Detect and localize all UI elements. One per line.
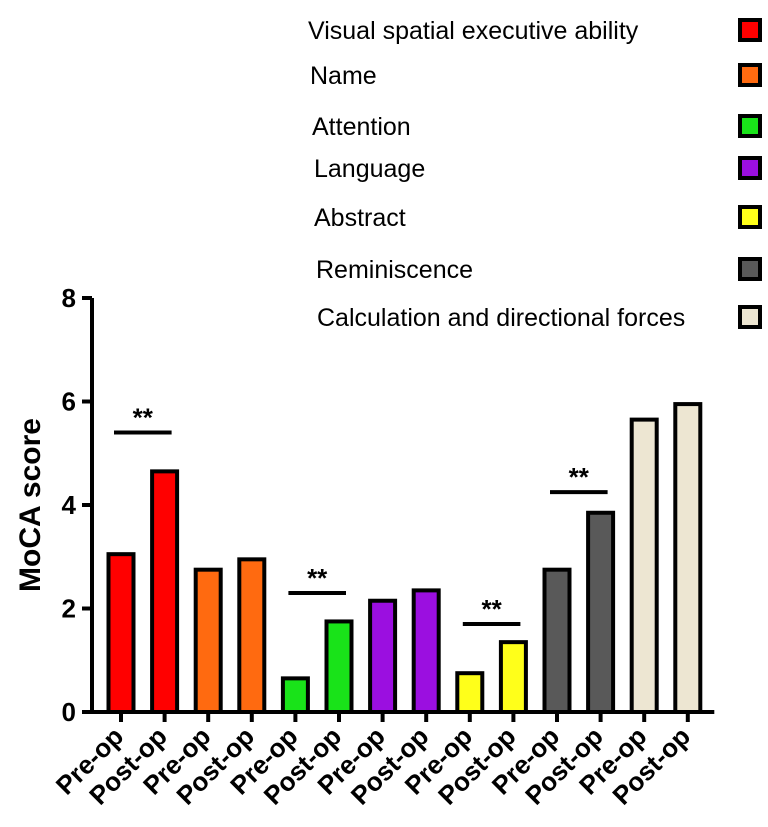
y-axis-label: MoCA score — [14, 418, 47, 592]
bar-8 — [455, 671, 485, 714]
legend-label: Name — [310, 62, 377, 90]
legend-item: Calculation and directional forces — [317, 304, 762, 332]
legend-label: Visual spatial executive ability — [308, 17, 639, 45]
legend-swatch — [738, 114, 762, 138]
legend-label: Abstract — [314, 204, 406, 232]
legend-item: Name — [310, 62, 762, 90]
y-tick-label: 6 — [62, 387, 76, 417]
legend: Visual spatial executive ability Name Atte… — [308, 17, 762, 332]
bar-1 — [150, 469, 180, 714]
bar-9 — [498, 640, 528, 715]
y-tick-label: 4 — [62, 490, 77, 520]
bar-4 — [280, 676, 310, 714]
bar-0 — [106, 552, 136, 714]
bar-7 — [411, 588, 441, 715]
legend-item: Abstract — [314, 204, 762, 232]
y-tick-label: 8 — [62, 283, 76, 313]
y-tick-label: 0 — [62, 697, 76, 727]
x-axis: Pre-opPost-opPre-opPost-opPre-opPost-opP… — [50, 710, 715, 811]
legend-label: Calculation and directional forces — [317, 304, 685, 332]
legend-item: Language — [314, 155, 762, 183]
legend-label: Reminiscence — [316, 256, 473, 284]
bar-12 — [629, 417, 659, 714]
significance-label: ** — [569, 462, 590, 492]
y-axis: 0 2 4 6 8 — [62, 283, 94, 727]
bar-5 — [324, 619, 354, 714]
bar-13 — [673, 402, 703, 714]
legend-swatch — [738, 205, 762, 229]
significance-markers: ** ** ** ** — [114, 403, 608, 627]
bar-10 — [542, 567, 572, 714]
significance-label: ** — [307, 563, 328, 593]
legend-swatch — [738, 63, 762, 87]
bars — [106, 402, 703, 715]
legend-label: Attention — [312, 113, 411, 141]
legend-item: Visual spatial executive ability — [308, 17, 762, 45]
significance-label: ** — [481, 594, 502, 624]
significance-label: ** — [133, 403, 154, 433]
legend-item: Attention — [312, 113, 762, 141]
y-tick-label: 2 — [62, 594, 76, 624]
bar-3 — [237, 557, 267, 715]
legend-label: Language — [314, 155, 425, 183]
bar-6 — [368, 598, 398, 714]
bar-11 — [586, 510, 616, 715]
legend-swatch — [738, 305, 762, 329]
bar-2 — [193, 567, 223, 714]
legend-swatch — [738, 18, 762, 42]
legend-item: Reminiscence — [316, 256, 762, 284]
legend-swatch — [738, 156, 762, 180]
legend-swatch — [738, 257, 762, 281]
